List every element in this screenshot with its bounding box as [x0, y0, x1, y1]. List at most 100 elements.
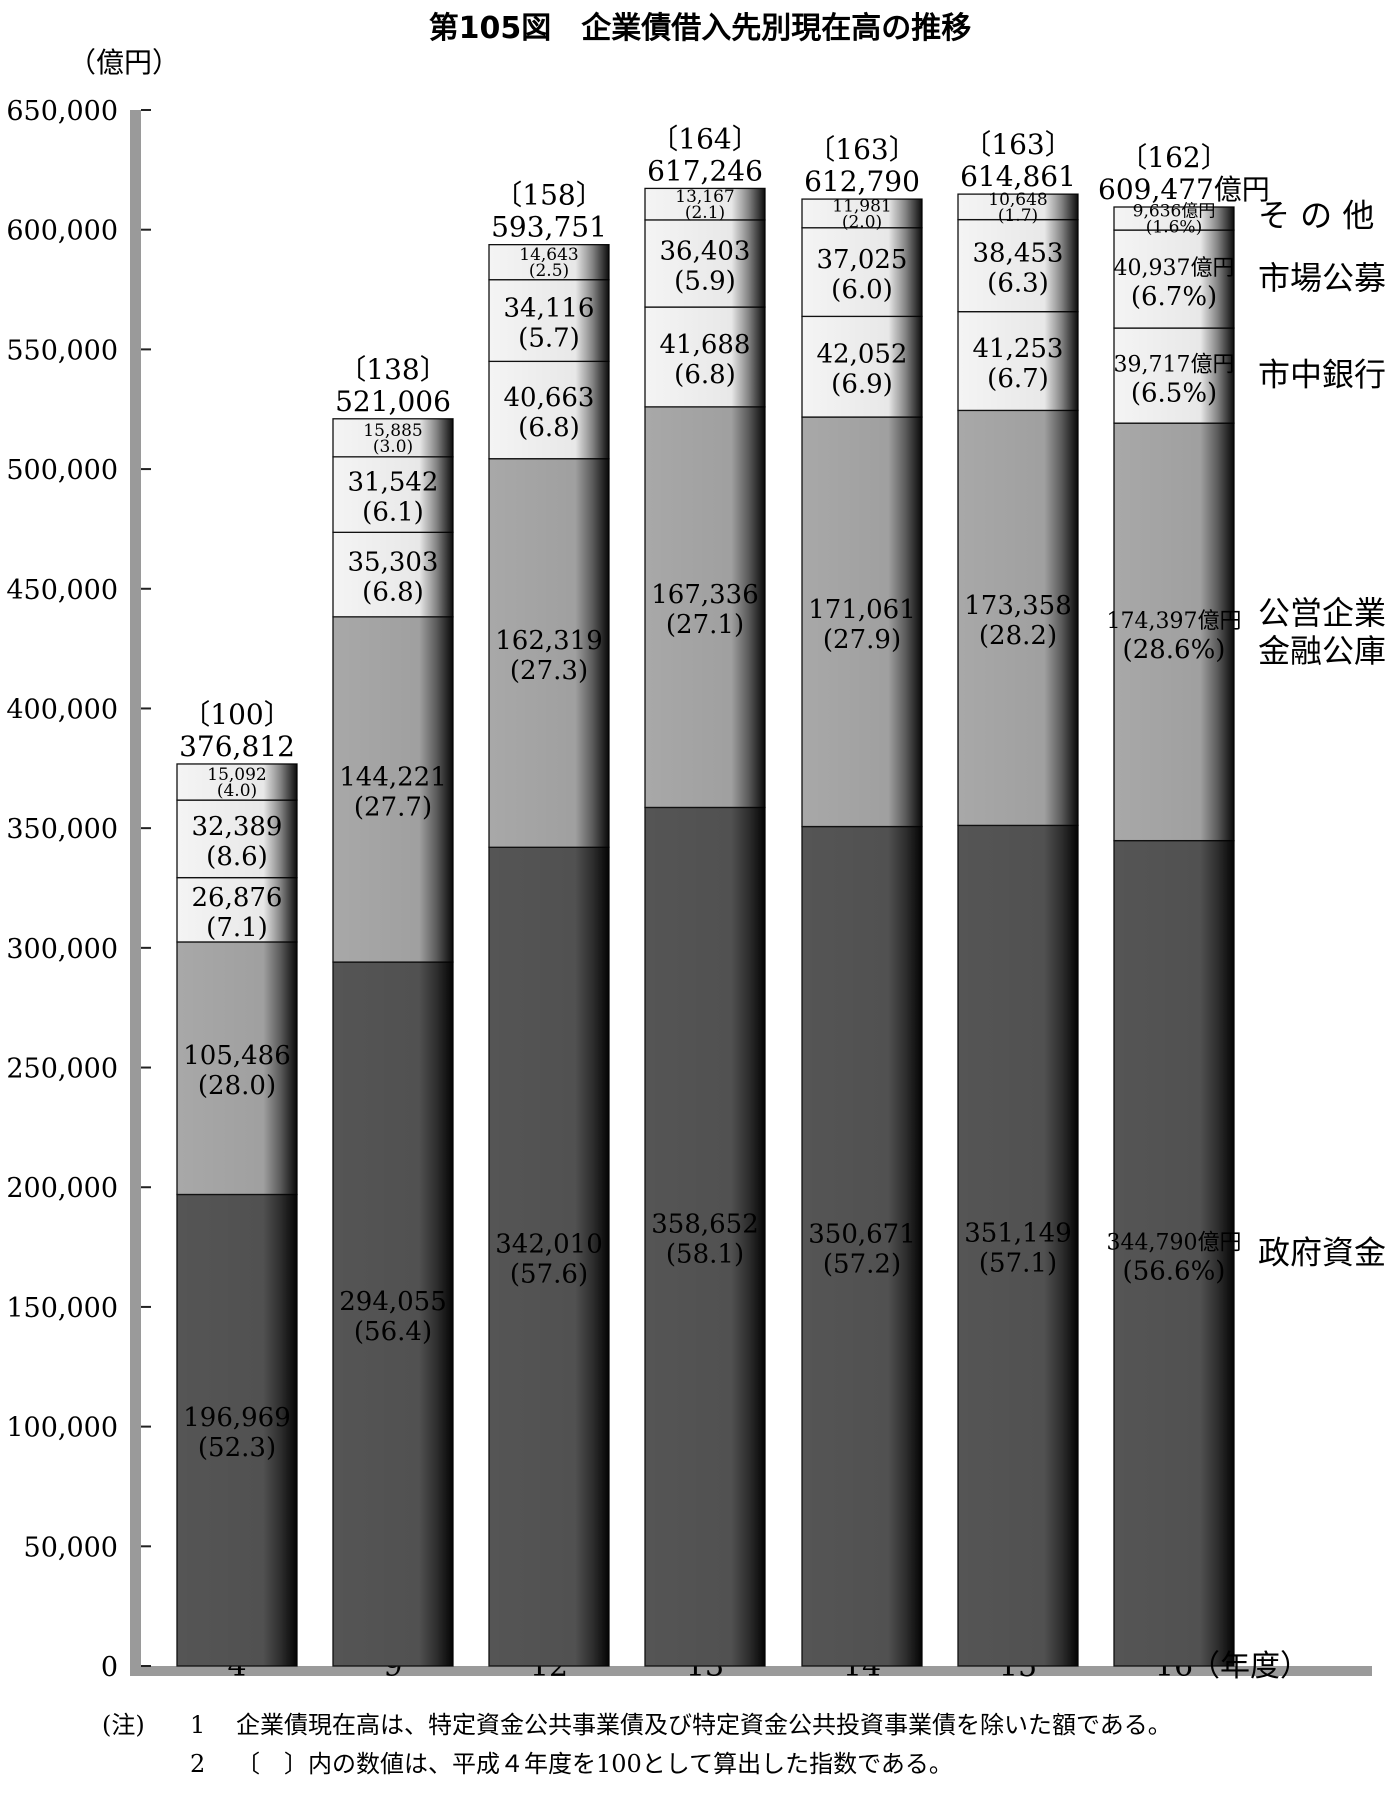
- data-label-value: 31,542: [348, 468, 439, 498]
- note-1-number: 1: [190, 1711, 205, 1739]
- bar-shading: [489, 244, 609, 1666]
- data-label-percent: (27.9): [823, 625, 901, 655]
- bar-shading: [177, 763, 297, 1666]
- bar-shading: [1114, 207, 1234, 1666]
- data-label-percent: (8.6): [206, 842, 268, 872]
- data-label-percent: (27.3): [510, 656, 588, 686]
- data-label-percent: (7.1): [206, 913, 268, 943]
- total-label: 609,477億円: [1098, 173, 1270, 206]
- data-label-value: 40,663: [504, 383, 595, 413]
- index-label: 〔138〕: [338, 353, 447, 386]
- bar-shading: [645, 188, 765, 1666]
- note-1-text: 企業債現在高は、特定資金公共事業債及び特定資金公共投資事業債を除いた額である。: [236, 1711, 1172, 1739]
- data-label-percent: (28.6%): [1123, 635, 1226, 665]
- data-label-value: 42,052: [817, 340, 908, 370]
- data-label-percent: (57.2): [823, 1249, 901, 1279]
- data-label-percent: (28.0): [198, 1071, 276, 1101]
- data-labels: 196,969(52.3) 105,486(28.0) 26,876(7.1) 32,…: [179, 122, 1270, 1463]
- data-label-value: 350,671: [808, 1219, 916, 1249]
- y-tick-label: 100,000: [6, 1413, 118, 1444]
- data-label-percent: (57.1): [979, 1249, 1057, 1279]
- total-label: 612,790: [804, 165, 920, 198]
- note-1-mark: (注): [102, 1711, 145, 1739]
- data-label-value: 358,652: [651, 1210, 759, 1240]
- data-label-value: 14,643: [519, 245, 578, 265]
- x-axis-line: [130, 1666, 1372, 1676]
- data-label-value: 196,969: [183, 1403, 291, 1433]
- chart-title: 第105図 企業債借入先別現在高の推移: [429, 11, 972, 46]
- data-label-percent: (6.8): [518, 413, 580, 443]
- data-label-value: 39,717億円: [1114, 353, 1235, 378]
- data-label-value: 32,389: [192, 812, 283, 842]
- bar-shading: [958, 194, 1078, 1667]
- x-axis-suffix: （年度）: [1190, 1649, 1310, 1684]
- data-label-percent: (6.8): [674, 360, 736, 390]
- data-label-value: 15,092: [207, 765, 266, 785]
- data-label-value: 294,055: [339, 1287, 447, 1317]
- data-label-percent: (57.6): [510, 1260, 588, 1290]
- y-tick-label: 350,000: [6, 814, 118, 845]
- y-tick-label: 550,000: [6, 335, 118, 366]
- index-label: 〔163〕: [963, 128, 1072, 161]
- axes: 0 50,000 100,000 150,000 200,000 250,000 300,0…: [6, 96, 1372, 1684]
- y-tick-label: 650,000: [6, 96, 118, 127]
- data-label-value: 167,336: [651, 580, 759, 610]
- data-label-value: 26,876: [192, 883, 283, 913]
- data-label-percent: (6.8): [362, 578, 424, 608]
- data-label-value: 174,397億円: [1107, 609, 1242, 634]
- index-label: 〔100〕: [182, 698, 291, 731]
- total-label: 617,246: [647, 154, 763, 187]
- y-axis-unit: （億円）: [68, 46, 180, 79]
- data-label-percent: (5.9): [674, 266, 736, 296]
- data-label-percent: (52.3): [198, 1433, 276, 1463]
- data-label-percent: (1.6%): [1146, 218, 1202, 238]
- data-label-value: 11,981: [832, 196, 891, 216]
- index-label: 〔164〕: [650, 122, 759, 155]
- index-label: 〔162〕: [1119, 141, 1228, 174]
- series-label: 金融公庫: [1258, 632, 1386, 670]
- y-tick-label: 50,000: [24, 1532, 118, 1563]
- data-label-percent: (56.6%): [1123, 1256, 1226, 1286]
- series-label: 政府資金: [1258, 1233, 1386, 1271]
- data-label-value: 344,790億円: [1107, 1230, 1242, 1255]
- y-tick-label: 200,000: [6, 1173, 118, 1204]
- bar-shading: [333, 418, 453, 1667]
- y-tick-label: 600,000: [6, 216, 118, 247]
- note-2-text: 〔 〕内の数値は、平成４年度を100として算出した指数である。: [236, 1750, 953, 1778]
- total-label: 376,812: [179, 730, 295, 763]
- data-label-value: 10,648: [988, 190, 1047, 210]
- data-label-value: 9,636億円: [1133, 202, 1216, 222]
- index-label: 〔163〕: [807, 133, 916, 166]
- data-label-percent: (6.3): [987, 269, 1049, 299]
- note-2-number: 2: [190, 1750, 205, 1778]
- total-label: 614,861: [960, 160, 1076, 193]
- data-label-percent: (3.0): [373, 437, 413, 457]
- data-label-value: 36,403: [660, 236, 751, 266]
- data-label-percent: (6.7%): [1131, 282, 1217, 312]
- series-label: 公営企業: [1258, 594, 1386, 632]
- data-label-value: 13,167: [675, 187, 734, 207]
- data-label-value: 144,221: [339, 762, 447, 792]
- index-label: 〔158〕: [494, 179, 603, 212]
- data-label-percent: (27.1): [666, 610, 744, 640]
- data-label-value: 34,116: [504, 294, 595, 324]
- data-label-percent: (28.2): [979, 621, 1057, 651]
- bars: [176, 187, 1235, 1667]
- data-label-value: 37,025: [817, 245, 908, 275]
- y-tick-label: 450,000: [6, 575, 118, 606]
- data-label-percent: (5.7): [518, 324, 580, 354]
- data-label-percent: (6.5%): [1131, 379, 1217, 409]
- data-label-value: 351,149: [964, 1219, 1072, 1249]
- data-label-percent: (6.1): [362, 498, 424, 528]
- y-axis-line: [130, 110, 141, 1671]
- data-label-percent: (2.1): [685, 203, 725, 223]
- data-label-percent: (6.7): [987, 364, 1049, 394]
- data-label-value: 173,358: [964, 591, 1072, 621]
- total-label: 521,006: [335, 385, 451, 418]
- data-label-percent: (2.0): [842, 212, 882, 232]
- y-tick-label: 300,000: [6, 934, 118, 965]
- data-label-value: 41,253: [973, 334, 1064, 364]
- y-tick-label: 500,000: [6, 455, 118, 486]
- data-label-percent: (4.0): [217, 781, 257, 801]
